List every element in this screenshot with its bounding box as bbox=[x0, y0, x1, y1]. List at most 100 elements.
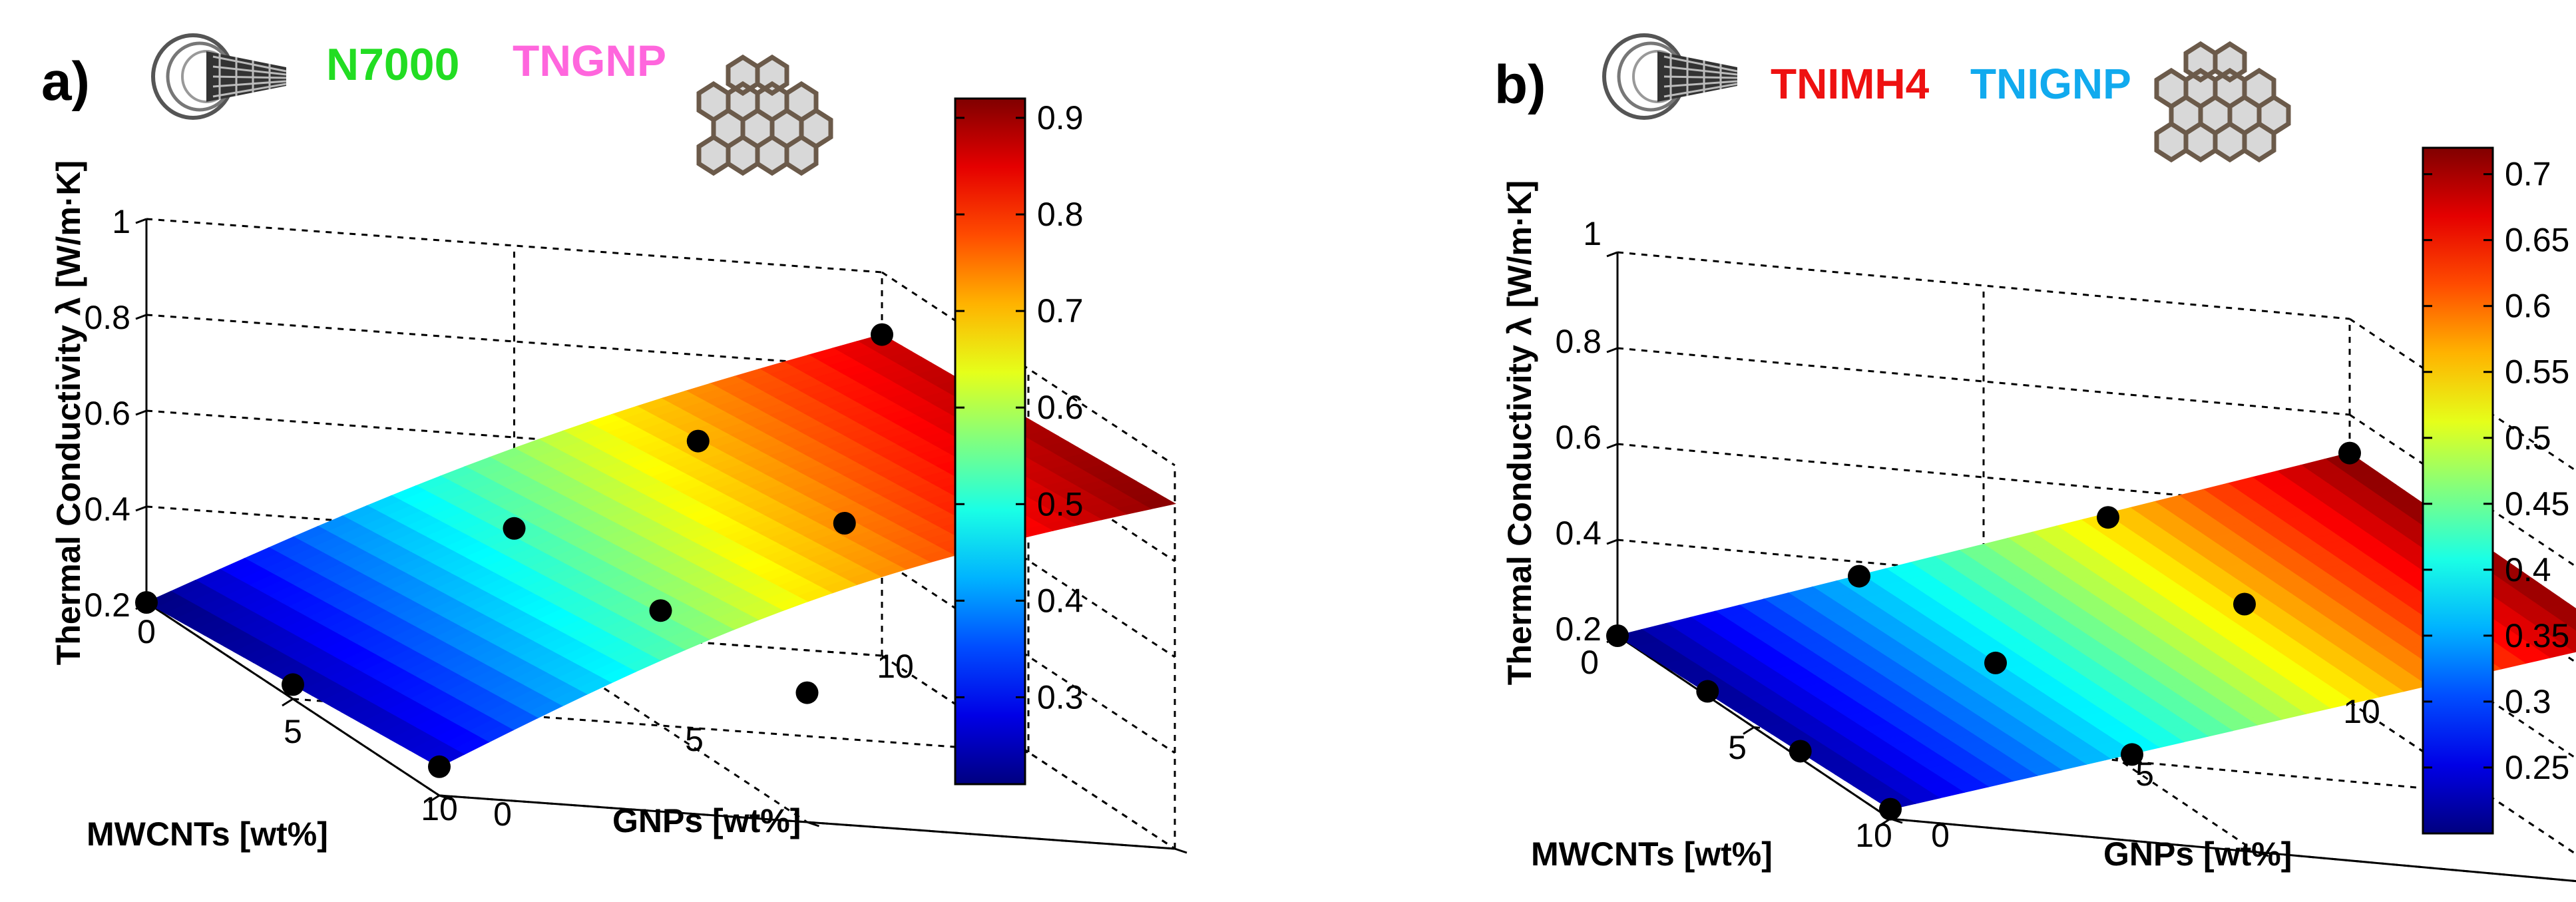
z-tick-label: 0.8 bbox=[84, 299, 130, 336]
data-point bbox=[1879, 797, 1902, 821]
grid-line bbox=[881, 654, 1176, 850]
data-point bbox=[428, 755, 451, 778]
grid-line bbox=[513, 628, 808, 823]
y-tick bbox=[1174, 847, 1187, 854]
z-tick-label: 0.8 bbox=[1555, 323, 1602, 360]
x-tick-label: 5 bbox=[284, 713, 302, 750]
graphene-icon bbox=[696, 54, 833, 176]
legend-label-1: N7000 bbox=[326, 39, 459, 90]
colorbar-tick-label: 0.3 bbox=[1037, 678, 1084, 716]
z-tick-label: 1 bbox=[1583, 215, 1602, 252]
y-tick-labels: 0 5 10 bbox=[493, 648, 914, 833]
data-point bbox=[1789, 740, 1812, 763]
data-point bbox=[833, 512, 856, 535]
nanotube-icon bbox=[151, 33, 287, 120]
colorbar: 0.25 0.3 0.35 0.4 0.45 0.5 0.55 0.6 0.65 0.7 bbox=[2422, 146, 2569, 835]
z-tick bbox=[135, 314, 147, 320]
z-tick bbox=[135, 409, 147, 416]
x-tick-label: 10 bbox=[421, 790, 458, 827]
colorbar-tick-label: 0.6 bbox=[1037, 389, 1084, 426]
y-axis-label: GNPs [wt%] bbox=[2103, 835, 2292, 873]
colorbar-tick-label: 0.25 bbox=[2505, 749, 2569, 786]
grid-line bbox=[881, 367, 1176, 563]
z-axis-label: Thermal Conductivity λ [W/m·K] bbox=[1501, 180, 1538, 685]
colorbar-tick-label: 0.3 bbox=[2505, 683, 2551, 720]
z-tick-label: 0.2 bbox=[84, 586, 130, 624]
grid-line bbox=[881, 271, 1176, 467]
colorbar-tick-label: 0.5 bbox=[1037, 485, 1084, 523]
data-point bbox=[1984, 651, 2007, 674]
colorbar-gradient bbox=[2422, 146, 2494, 835]
legend-label-1: TNIMH4 bbox=[1771, 60, 1930, 108]
y-tick bbox=[807, 821, 819, 827]
colorbar-tick-label: 0.65 bbox=[2505, 222, 2569, 259]
y-tick-label: 0 bbox=[493, 795, 512, 833]
data-point bbox=[1606, 624, 1629, 647]
data-point bbox=[795, 681, 819, 704]
z-tick bbox=[1606, 443, 1618, 449]
grid-line bbox=[1617, 251, 2350, 320]
x-tick bbox=[282, 698, 294, 707]
data-point bbox=[1848, 564, 1870, 588]
z-tick bbox=[135, 505, 147, 512]
nanotube-icon bbox=[1602, 33, 1738, 120]
y-tick-label: 5 bbox=[2135, 756, 2154, 793]
colorbar-gradient bbox=[954, 97, 1026, 786]
y-tick-labels: 0 5 10 bbox=[1931, 693, 2380, 854]
z-tick bbox=[1606, 347, 1618, 353]
data-point bbox=[135, 591, 158, 614]
panel-label: b) bbox=[1494, 55, 1546, 115]
z-tick bbox=[1606, 251, 1618, 258]
colorbar-tick-label: 0.9 bbox=[1037, 99, 1084, 136]
data-point bbox=[2338, 441, 2361, 465]
z-tick-labels: 0.2 0.4 0.6 0.8 1 bbox=[1555, 215, 1602, 648]
colorbar-tick-label: 0.8 bbox=[1037, 196, 1084, 233]
colorbar-tick-label: 0.7 bbox=[1037, 292, 1084, 330]
data-point bbox=[2233, 592, 2256, 616]
data-point bbox=[2097, 506, 2119, 529]
legend-label-2: TNGNP bbox=[513, 36, 666, 85]
data-point bbox=[649, 599, 672, 622]
colorbar-tick-label: 0.4 bbox=[2505, 551, 2551, 588]
data-point bbox=[282, 673, 304, 696]
grid-line bbox=[881, 559, 1176, 754]
x-tick-label: 5 bbox=[1728, 729, 1747, 766]
z-tick-label: 1 bbox=[112, 203, 130, 240]
colorbar-tick-label: 0.45 bbox=[2505, 485, 2569, 523]
z-tick-label: 0.6 bbox=[84, 395, 130, 432]
data-point bbox=[871, 323, 893, 346]
x-tick-labels: 0 5 10 bbox=[1580, 644, 1892, 854]
x-tick bbox=[1743, 726, 1755, 735]
data-point bbox=[2121, 743, 2143, 766]
grid-line bbox=[146, 218, 883, 274]
data-point bbox=[686, 429, 710, 453]
z-tick-label: 0.2 bbox=[1555, 610, 1602, 648]
x-axis-label: MWCNTs [wt%] bbox=[87, 815, 328, 853]
y-tick bbox=[2256, 851, 2269, 857]
z-tick-labels: 0.2 0.4 0.6 0.8 1 bbox=[84, 203, 130, 624]
colorbar-tick-label: 0.55 bbox=[2505, 353, 2569, 391]
data-points bbox=[135, 323, 893, 778]
grid-line bbox=[1617, 347, 2350, 416]
z-tick-label: 0.4 bbox=[84, 491, 130, 528]
y-tick-label: 0 bbox=[1931, 817, 1950, 854]
colorbar: 0.3 0.4 0.5 0.6 0.7 0.8 0.9 bbox=[954, 97, 1084, 786]
data-point bbox=[503, 517, 526, 540]
data-points bbox=[1606, 441, 2361, 821]
panel-label: a) bbox=[41, 51, 90, 112]
z-tick-label: 0.4 bbox=[1555, 515, 1602, 552]
x-tick-label: 0 bbox=[1580, 644, 1599, 681]
colorbar-tick-label: 0.7 bbox=[2505, 156, 2551, 193]
z-axis-label: Thermal Conductivity λ [W/m·K] bbox=[50, 160, 87, 665]
legend-label-2: TNIGNP bbox=[1970, 60, 2131, 108]
colorbar-tick-label: 0.35 bbox=[2505, 617, 2569, 654]
z-tick bbox=[1606, 539, 1618, 545]
colorbar-tick-label: 0.5 bbox=[2505, 419, 2551, 457]
colorbar-tick-label: 0.6 bbox=[2505, 288, 2551, 325]
x-tick bbox=[428, 794, 440, 803]
y-tick bbox=[439, 794, 452, 801]
x-axis-label: MWCNTs [wt%] bbox=[1531, 835, 1773, 873]
grid-line bbox=[881, 463, 1176, 658]
panel-a: a) N7000 TNGNP 0.2 0.4 0.6 0.8 1 0 bbox=[41, 33, 1187, 854]
